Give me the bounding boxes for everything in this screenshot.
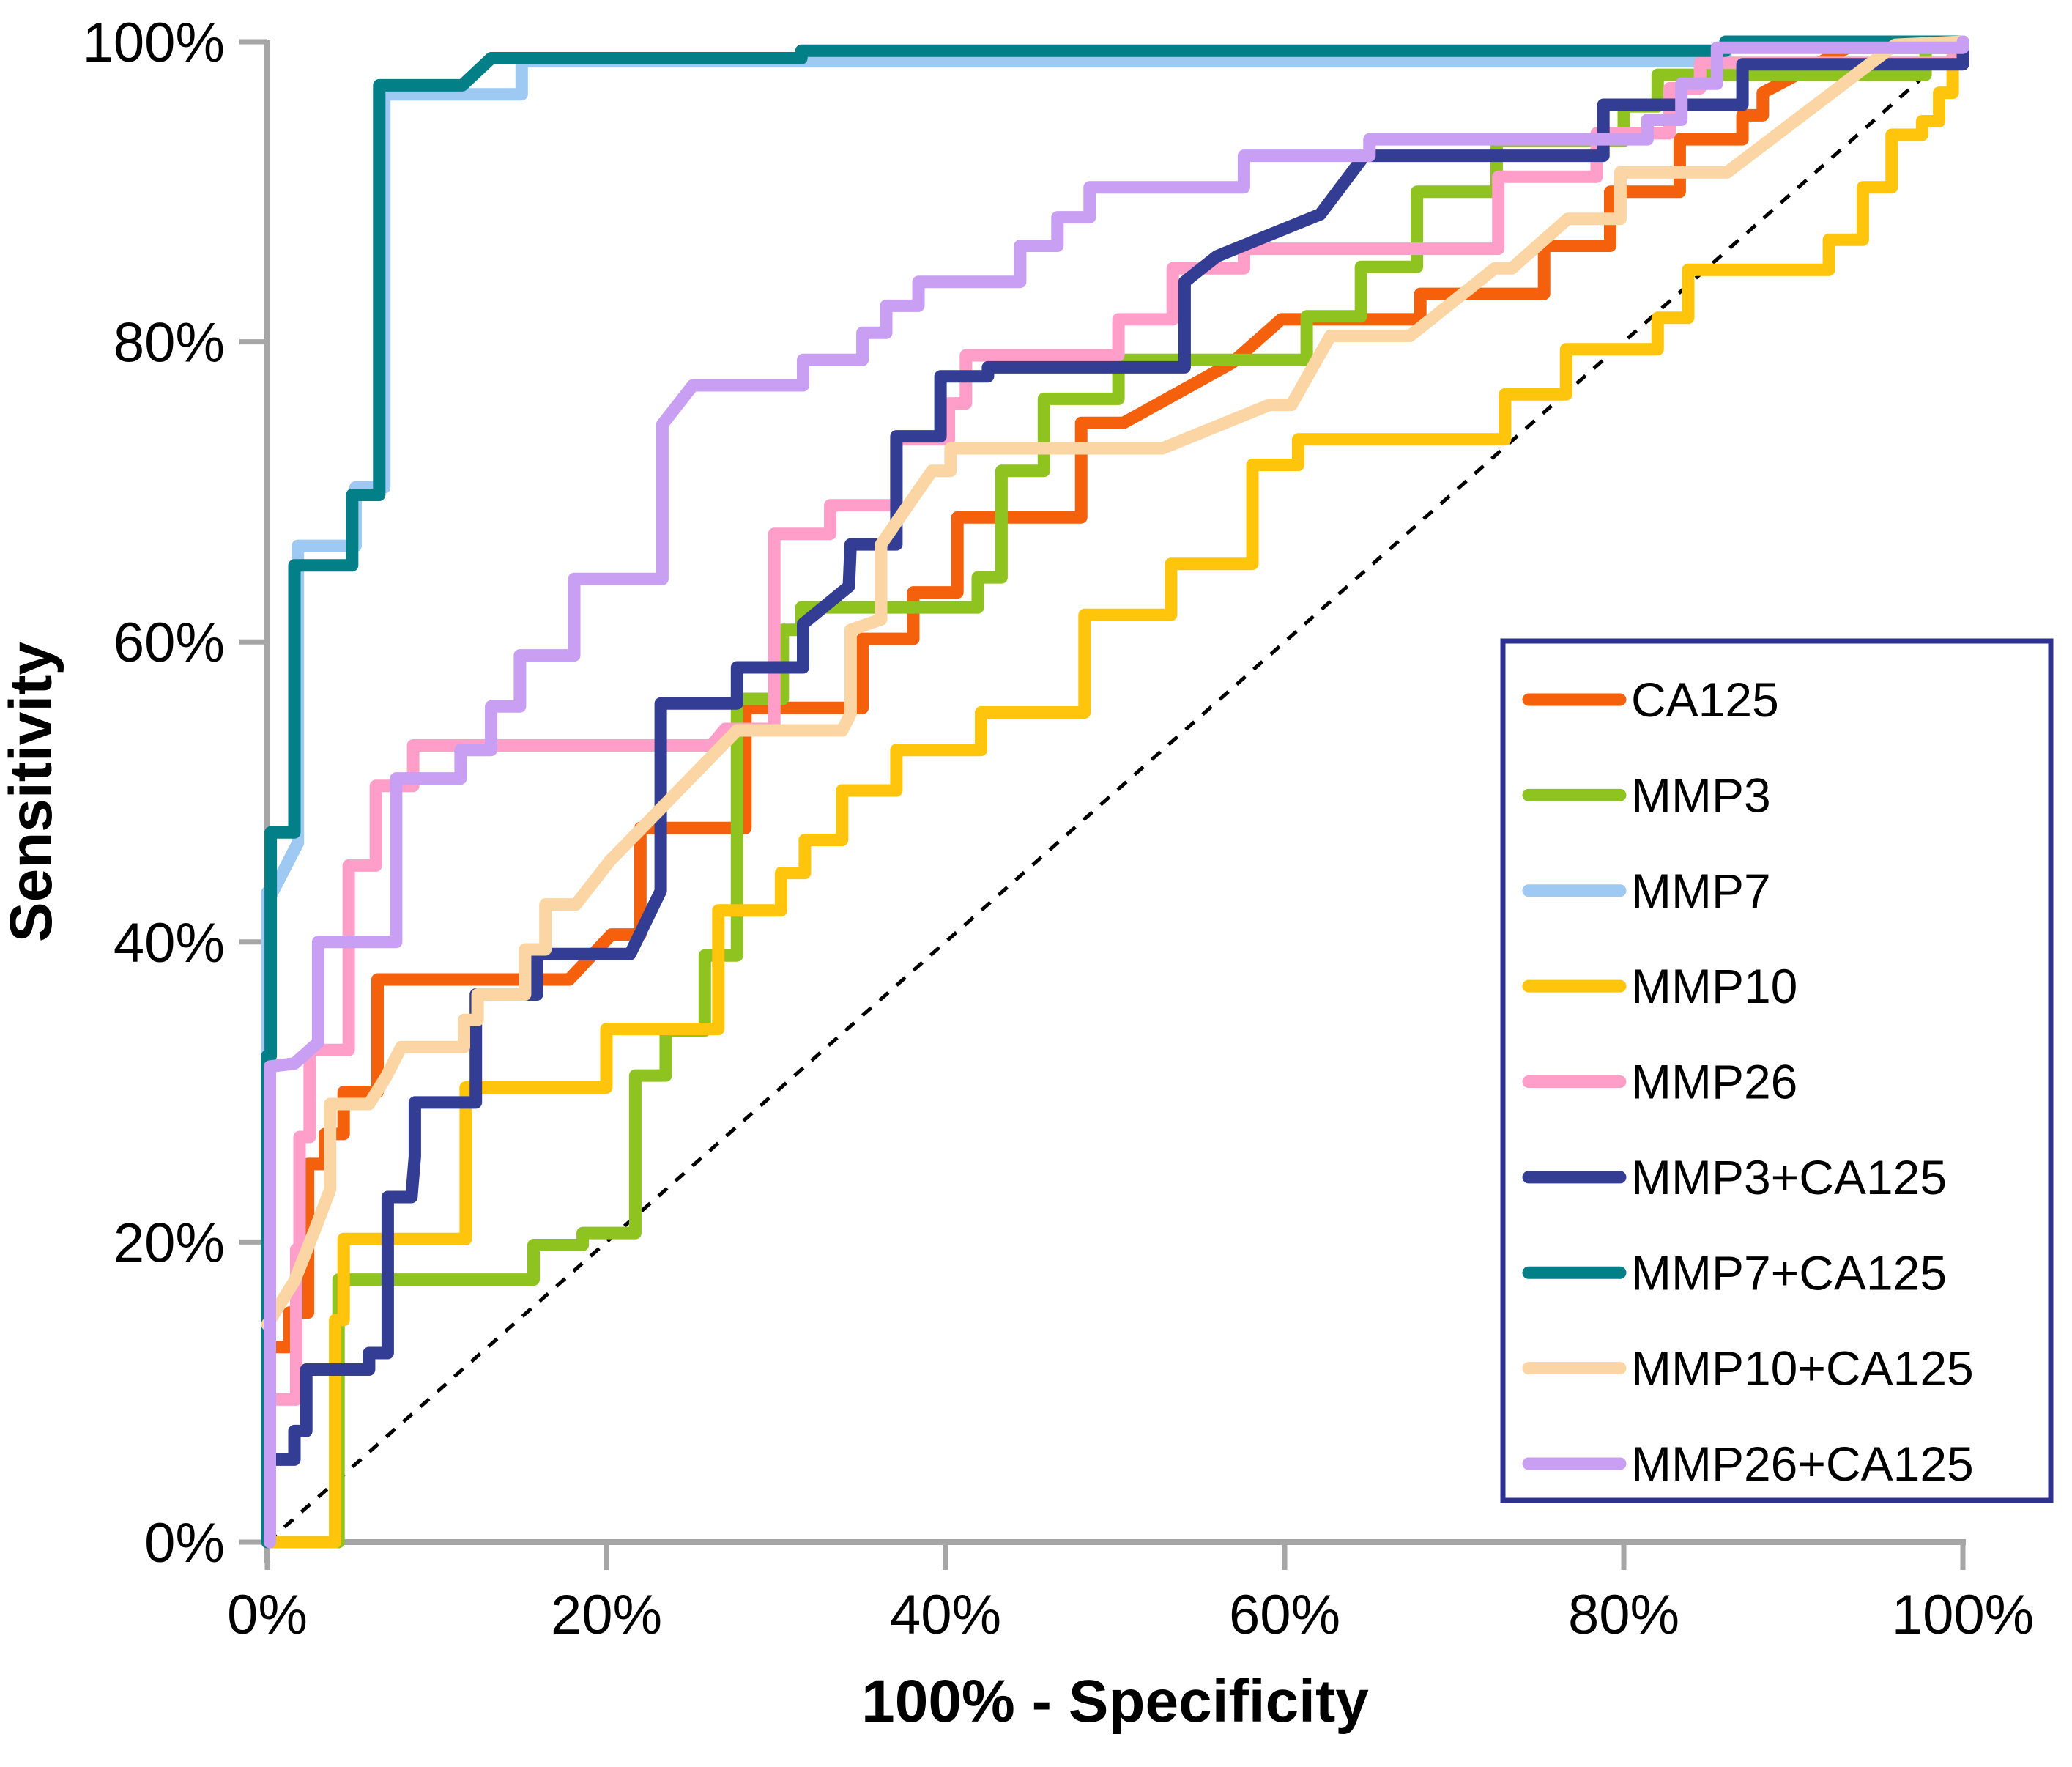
legend-label-mmp10: MMP10 [1631,959,1797,1013]
roc-curve-mmp10 [261,35,1969,1549]
legend-label-mmp7: MMP7 [1631,864,1771,918]
legend-label-mmp7-ca125: MMP7+CA125 [1631,1245,1947,1300]
legend-label-mmp26: MMP26 [1631,1055,1797,1109]
legend-label-mmp26-ca125: MMP26+CA125 [1631,1437,1974,1491]
y-tick-label: 80% [114,312,225,374]
x-tick-label: 20% [551,1584,662,1646]
legend-label-mmp3-ca125: MMP3+CA125 [1631,1150,1947,1204]
legend-box [1500,638,2054,1503]
x-tick-label: 80% [1568,1584,1679,1646]
y-tick-label: 0% [144,1512,225,1574]
y-tick-label: 60% [114,612,225,674]
y-axis-title: Sensitivity [0,642,64,943]
x-tick-label: 40% [890,1584,1001,1646]
legend-label-mmp3: MMP3 [1631,768,1771,822]
legend-label-ca125: CA125 [1631,673,1779,727]
roc-curve-mmp7-ca125 [261,35,1969,1549]
reference-diagonal [266,40,1964,1544]
roc-curve-mmp10-ca125 [261,35,1969,1331]
x-axis-title: 100% - Specificity [861,1668,1369,1735]
roc-curve-ca125 [261,35,1969,1354]
y-tick-label: 40% [114,912,225,974]
roc-curve-mmp3-ca125 [261,35,1969,1466]
legend-label-mmp10-ca125: MMP10+CA125 [1631,1341,1974,1396]
y-tick-label: 100% [83,12,225,74]
x-tick-label: 0% [227,1584,308,1646]
x-tick-label: 60% [1229,1584,1340,1646]
y-tick-label: 20% [114,1212,225,1274]
roc-curve-mmp26-ca125 [264,35,1969,1549]
x-tick-label: 100% [1892,1584,2034,1646]
